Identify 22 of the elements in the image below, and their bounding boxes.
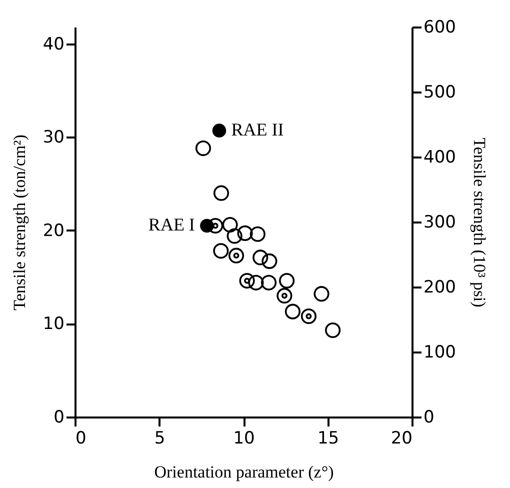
y2-tick-label: 300 (424, 212, 456, 232)
x-tick-label: 20 (390, 428, 412, 448)
y-tick-label: 40 (42, 34, 64, 54)
y-tick-label: 0 (54, 408, 64, 428)
y2-tick-label: 100 (424, 342, 456, 362)
y2-tick-label: 200 (424, 278, 456, 298)
x-tick-label: 0 (76, 428, 86, 448)
y2-tick-label: 400 (424, 148, 456, 168)
x-tick-label: 10 (233, 428, 255, 448)
y-axis-title: Tensile strength (ton/cm²) (10, 134, 29, 310)
y-tick-label: 20 (42, 220, 64, 241)
annotation: RAE II (231, 120, 284, 140)
y2-tick-label: 0 (424, 408, 434, 428)
y2-axis-title: Tensile strength (10³ psi) (470, 138, 489, 308)
x-axis-title: Orientation parameter (z°) (154, 462, 334, 482)
annotation: RAE I (148, 214, 195, 235)
x-tick-label: 5 (154, 428, 166, 448)
y-tick-label: 10 (42, 314, 64, 334)
x-tick-label: 15 (317, 428, 340, 448)
y2-tick-label: 500 (424, 82, 456, 102)
y-tick-label: 30 (42, 128, 64, 148)
y2-tick-label: 600 (424, 18, 456, 38)
